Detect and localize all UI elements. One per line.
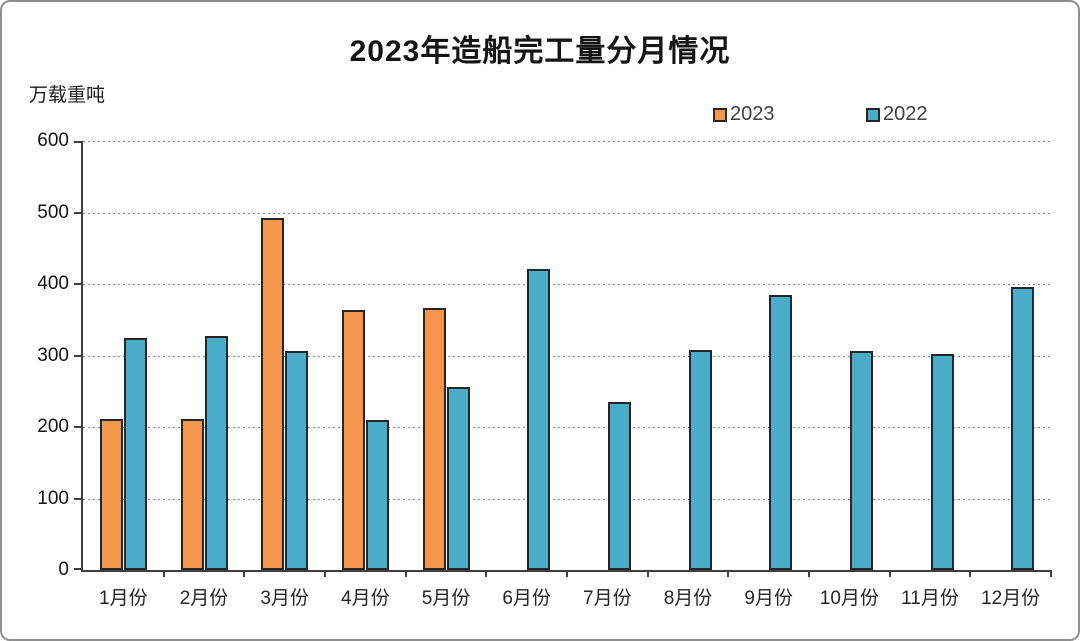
bar-2022-month-1 [123,337,147,570]
bar-2022-month-8 [688,349,712,570]
x-axis-label-month-7: 7月份 [583,588,632,609]
gridline-200 [83,427,1051,428]
bar-2023-month-4 [341,310,365,570]
bar-2022-month-4 [365,419,389,570]
bar-2022-month-6 [527,269,551,570]
x-axis-label-month-3: 3月份 [260,588,309,609]
legend-label-2022: 2022 [883,103,928,125]
x-axis-tick-2 [243,570,246,577]
x-axis-tick-6 [566,570,568,577]
legend-swatch-2023-icon [713,107,727,122]
y-axis-label-200: 200 [37,416,69,437]
x-axis-tick-11 [969,570,972,577]
bar-2022-month-2 [204,336,228,570]
y-axis-tick-100 [74,497,81,500]
bar-2022-month-5 [446,386,470,570]
x-axis-label-month-5: 5月份 [421,588,471,609]
bar-2022-month-3 [285,350,309,570]
x-axis-label-month-9: 9月份 [744,588,793,609]
y-axis-label-600: 600 [37,130,69,151]
chart-title: 2023年造船完工量分月情况 [349,35,731,68]
x-axis-tick-10 [888,570,891,577]
y-axis-tick-200 [74,426,81,428]
bar-2022-month-10 [849,350,873,570]
x-axis-label-month-12: 12月份 [981,588,1041,609]
x-axis-label-month-1: 1月份 [99,588,148,609]
x-axis-label-month-4: 4月份 [341,588,390,609]
bar-2022-month-7 [607,401,631,570]
x-axis-tick-9 [808,570,810,577]
plot-area: 0 100 200 300 400 500 600 1月份 2月份 3月份 4月份 5月份 6月份 7月份… [37,130,1052,609]
y-axis-tick-500 [74,211,81,214]
y-axis-label-400: 400 [37,273,69,294]
x-axis-tick-12 [1050,570,1052,577]
y-axis-label-500: 500 [37,201,69,223]
gridline-400 [83,284,1051,285]
bar-2023-month-3 [261,217,285,570]
bar-2022-month-11 [930,354,954,570]
y-axis-label-300: 300 [37,344,69,366]
x-axis-tick-4 [404,570,407,577]
y-axis-unit-label: 万载重吨 [29,85,106,106]
x-axis-tick-3 [324,570,326,577]
bar-2023-month-1 [99,419,123,570]
legend-item-2023: 2023 [713,103,775,126]
y-axis-tick-600 [74,141,81,143]
bar-2022-month-9 [769,294,793,570]
gridline-300 [83,355,1051,357]
legend-item-2022: 2022 [866,103,928,126]
x-axis-tick-1 [162,570,165,577]
x-axis-label-month-6: 6月份 [502,588,551,609]
gridline-100 [83,498,1051,500]
x-axis-tick-8 [727,570,730,577]
y-axis-tick-400 [74,283,81,285]
y-axis-label-0: 0 [58,559,69,580]
y-axis-tick-0 [74,568,81,570]
bar-2022-month-12 [1011,286,1035,570]
legend-swatch-2022-icon [866,107,880,122]
y-axis-label-100: 100 [37,487,69,509]
bar-2023-month-2 [180,419,204,570]
x-axis-label-month-11: 11月份 [901,588,959,609]
x-axis-tick-7 [646,570,649,577]
x-axis-label-month-8: 8月份 [663,588,713,609]
y-axis-tick-300 [74,354,81,357]
gridline-500 [83,212,1051,214]
x-axis-tick-5 [485,570,488,577]
gridline-600 [83,141,1051,142]
legend-label-2023: 2023 [730,103,775,125]
bar-2023-month-5 [422,307,446,570]
x-axis-label-month-2: 2月份 [179,588,229,609]
x-axis-label-month-10: 10月份 [819,588,879,609]
